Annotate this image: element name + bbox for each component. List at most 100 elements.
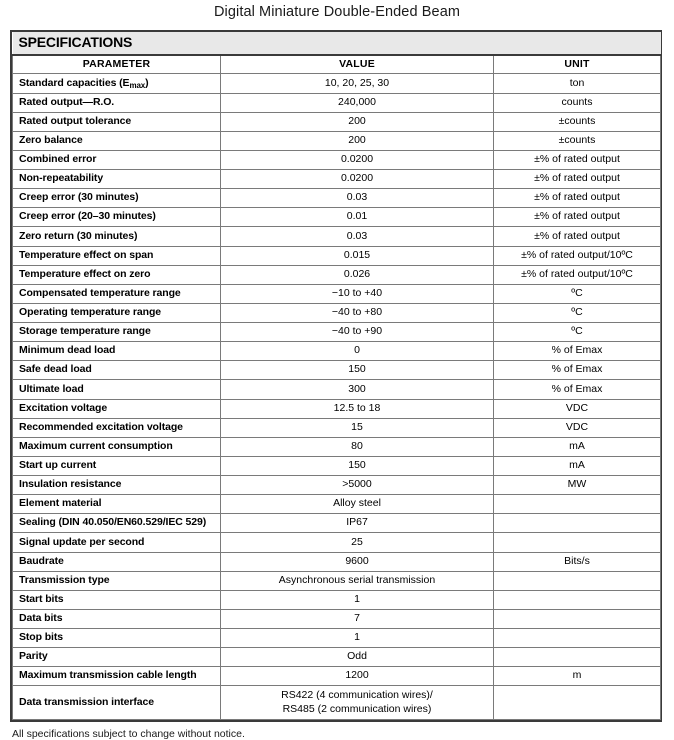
cell-parameter: Transmission type [12,570,221,591]
table-header: SPECIFICATIONS PARAMETER VALUE UNIT [12,32,661,75]
cell-parameter: Creep error (30 minutes) [12,188,221,209]
cell-unit [493,628,661,649]
column-header-unit: UNIT [493,54,661,75]
cell-value: Asynchronous serial transmission [220,570,494,591]
parameter-subscript: max [129,80,146,90]
cell-value: 300 [220,379,494,400]
cell-value: 0.015 [220,245,494,266]
cell-value: 12.5 to 18 [220,398,494,419]
cell-unit: mA [493,436,661,457]
table-row: Combined error 0.0200 ±% of rated output [12,149,661,171]
cell-parameter: Parity [12,647,221,668]
table-row: Data transmission interface RS422 (4 comm… [12,685,661,720]
cell-unit: m [493,666,661,687]
cell-parameter: Baudrate [12,551,221,572]
cell-value: 7 [220,608,494,630]
cell-unit: ºC [493,283,661,304]
cell-value: 1 [220,589,494,610]
cell-unit: ±counts [493,111,661,132]
cell-value: 1200 [220,666,494,687]
cell-value: 240,000 [220,92,494,113]
cell-value: RS422 (4 communication wires)/RS485 (2 c… [220,685,494,720]
table-row: Safe dead load 150% of Emax [12,360,661,381]
cell-unit [493,513,661,534]
cell-value: Odd [220,647,494,668]
cell-unit: ±% of rated output [493,188,661,209]
cell-unit: % of Emax [493,360,661,381]
cell-unit: ±% of rated output [493,169,661,190]
cell-unit: ±% of rated output [493,226,661,247]
cell-value: 15 [220,417,494,438]
cell-unit [493,589,661,610]
cell-unit: ±% of rated output/10ºC [493,245,661,266]
cell-unit: MW [493,475,661,496]
cell-parameter: Non-repeatability [12,169,221,190]
cell-parameter: Signal update per second [12,532,221,553]
cell-parameter: Ultimate load [12,379,221,400]
table-row: Maximum current consumption 80 mA [12,436,661,457]
table-row: Rated output tolerance 200 ±counts [12,111,661,132]
table-row: Start bits 1 [12,589,661,610]
table-row: Creep error (30 minutes) 0.03 ±% of rated … [12,188,661,209]
cell-parameter: Creep error (20–30 minutes) [12,207,221,228]
cell-parameter: Zero return (30 minutes) [12,226,221,247]
specification-sheet-page: Digital Miniature Double-Ended Beam SPEC… [10,4,662,740]
table-row: Parity Odd [12,647,661,668]
table-row: Sealing (DIN 40.050/EN60.529/IEC 529) IP6… [12,513,661,534]
cell-parameter: Data transmission interface [12,685,221,720]
cell-parameter: Minimum dead load [12,341,221,362]
cell-unit: mA [493,455,661,477]
cell-parameter: Compensated temperature range [12,283,221,304]
cell-parameter: Sealing (DIN 40.050/EN60.529/IEC 529) [12,513,221,534]
section-header-row: SPECIFICATIONS [12,32,661,56]
table-row: Stop bits 1 [12,628,661,649]
cell-parameter: Data bits [12,608,221,630]
cell-unit [493,494,661,515]
table-row: Element material Alloy steel [12,494,661,515]
cell-unit [493,608,661,630]
cell-value: 0.026 [220,264,494,285]
cell-value: 150 [220,455,494,477]
page-title: Digital Miniature Double-Ended Beam [213,4,461,20]
cell-value: −40 to +90 [220,322,494,343]
cell-unit [493,532,661,553]
cell-value: −10 to +40 [220,283,494,304]
table-row: Data bits 7 [12,608,661,630]
table-row: Rated output—R.O. 240,000 counts [12,92,661,113]
specifications-table: SPECIFICATIONS PARAMETER VALUE UNIT Stan… [12,32,661,720]
table-row: Maximum transmission cable length 1200 m [12,666,661,687]
cell-value: 0.0200 [220,149,494,171]
table-row: Insulation resistance >5000 MW [12,475,661,496]
table-row: Standard capacities (Emax) 10, 20, 25, 30… [12,73,661,94]
cell-value: 200 [220,130,494,151]
cell-unit: ±% of rated output/10ºC [493,264,661,285]
table-row: Ultimate load 300% of Emax [12,379,661,400]
cell-value: 0.03 [220,226,494,247]
cell-parameter: Temperature effect on zero [12,264,221,285]
table-row: Excitation voltage 12.5 to 18 VDC [12,398,661,419]
specifications-table-container: SPECIFICATIONS PARAMETER VALUE UNIT Stan… [10,30,662,722]
table-row: Signal update per second 25 [12,532,661,553]
column-header-row: PARAMETER VALUE UNIT [12,54,661,75]
cell-unit: VDC [493,398,661,419]
table-row: Creep error (20–30 minutes) 0.01 ±% of rat… [12,207,661,228]
cell-unit: ±% of rated output [493,207,661,228]
cell-parameter: Start up current [12,455,221,477]
cell-parameter: Operating temperature range [12,302,221,324]
cell-parameter: Insulation resistance [12,475,221,496]
table-row: Operating temperature range −40 to +80 ºC [12,302,661,324]
cell-value: −40 to +80 [220,302,494,324]
cell-parameter: Standard capacities (Emax) [12,73,221,94]
cell-value: 150 [220,360,494,381]
cell-unit: ºC [493,302,661,324]
cell-unit: counts [493,92,661,113]
cell-unit [493,685,661,720]
cell-value: 80 [220,436,494,457]
cell-unit: % of Emax [493,341,661,362]
cell-parameter: Combined error [12,149,221,171]
column-header-parameter: PARAMETER [12,54,221,75]
cell-unit: ±counts [493,130,661,151]
table-body: Standard capacities (Emax) 10, 20, 25, 30… [12,73,661,720]
cell-unit: VDC [493,417,661,438]
cell-value: Alloy steel [220,494,494,515]
